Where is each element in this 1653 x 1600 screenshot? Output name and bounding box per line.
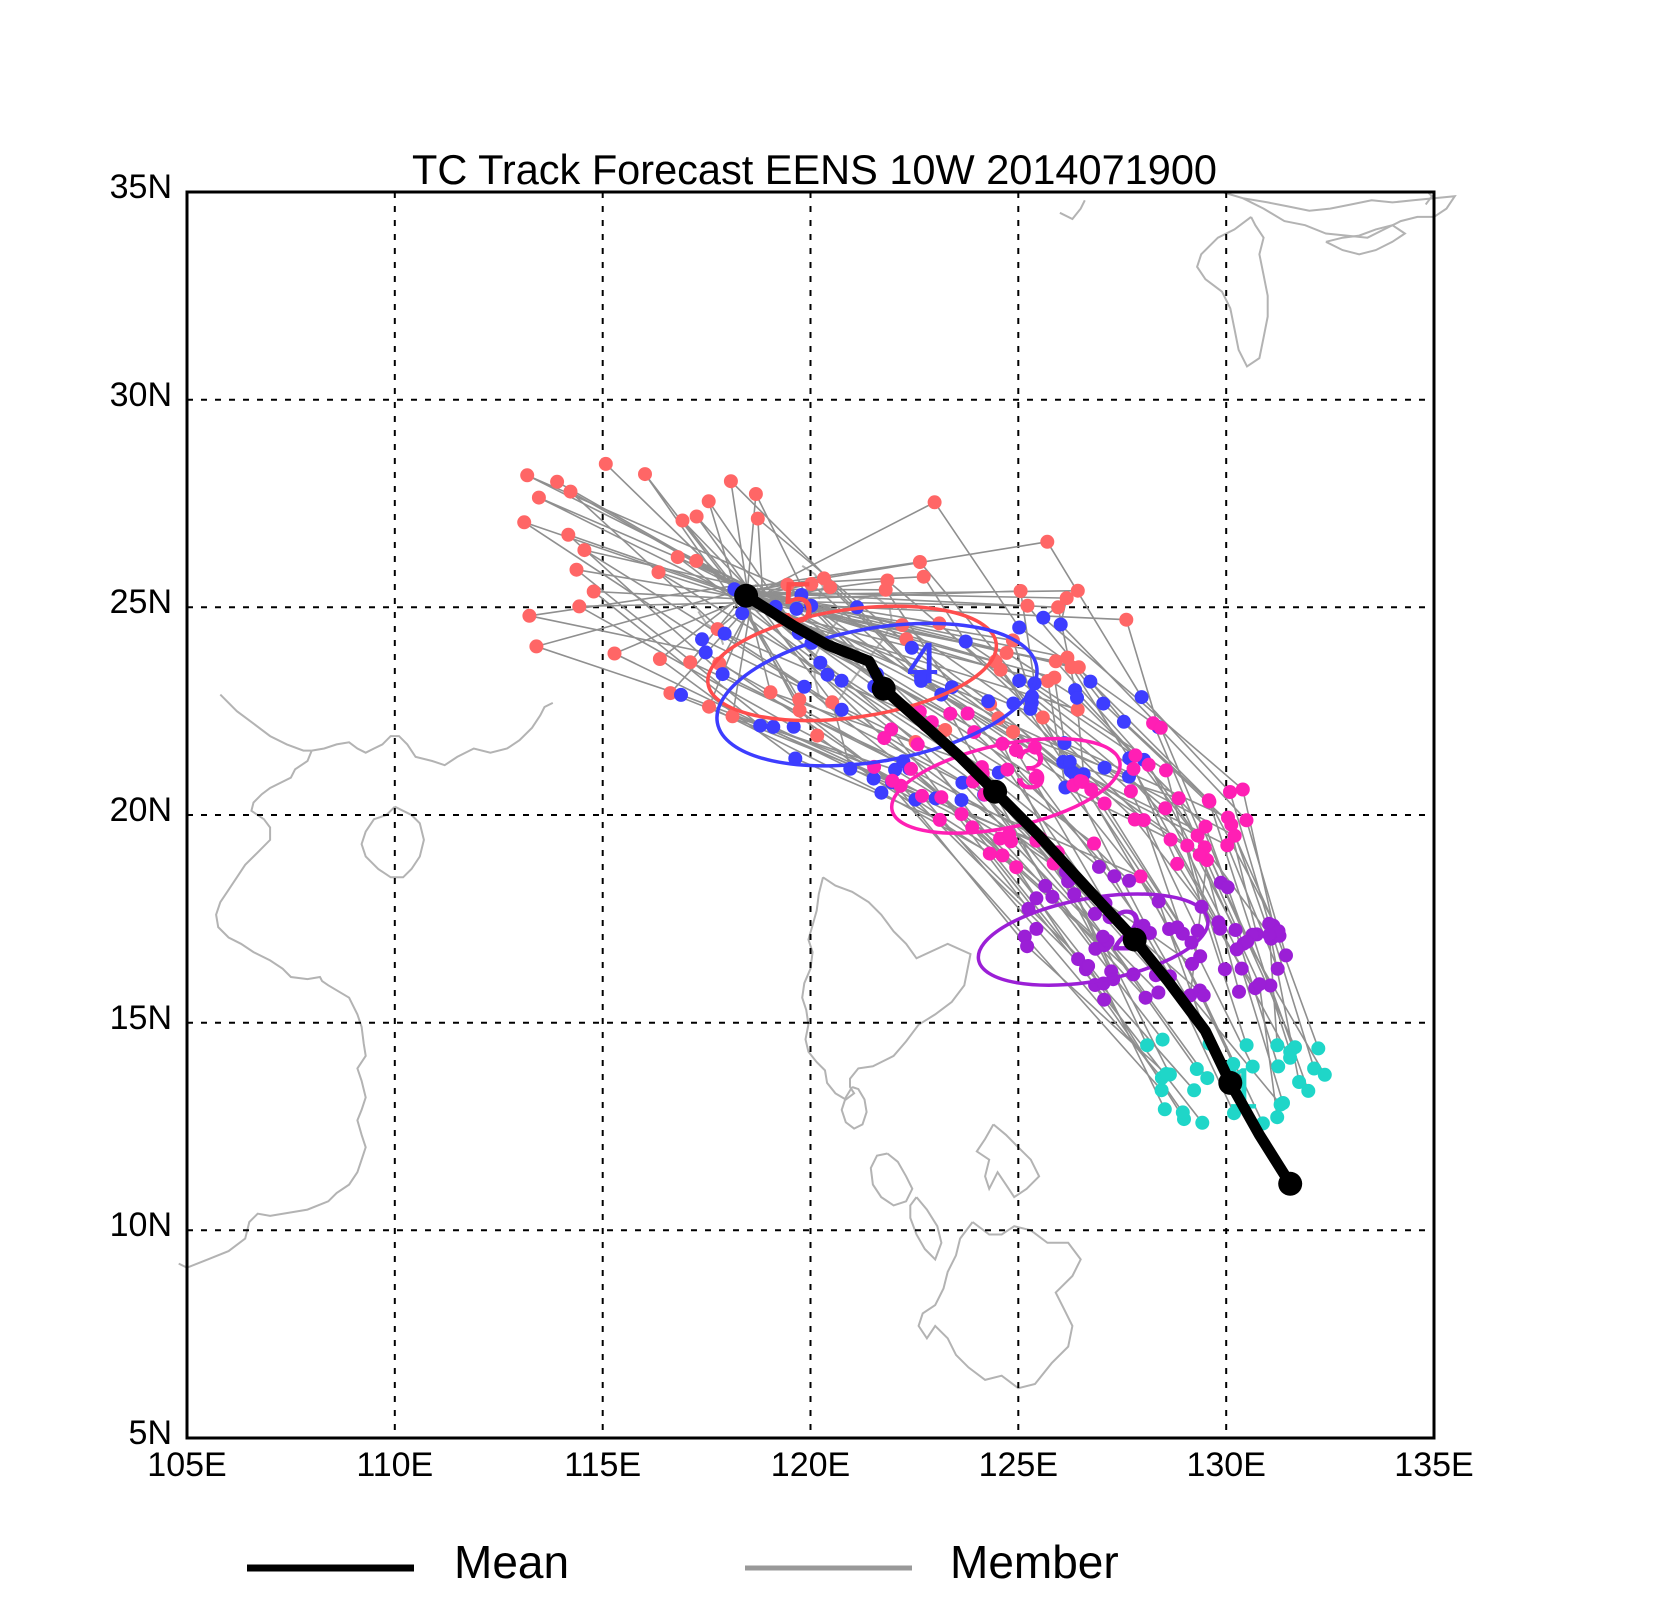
svg-text:4: 4 (907, 631, 939, 696)
svg-text:3: 3 (1015, 737, 1047, 802)
